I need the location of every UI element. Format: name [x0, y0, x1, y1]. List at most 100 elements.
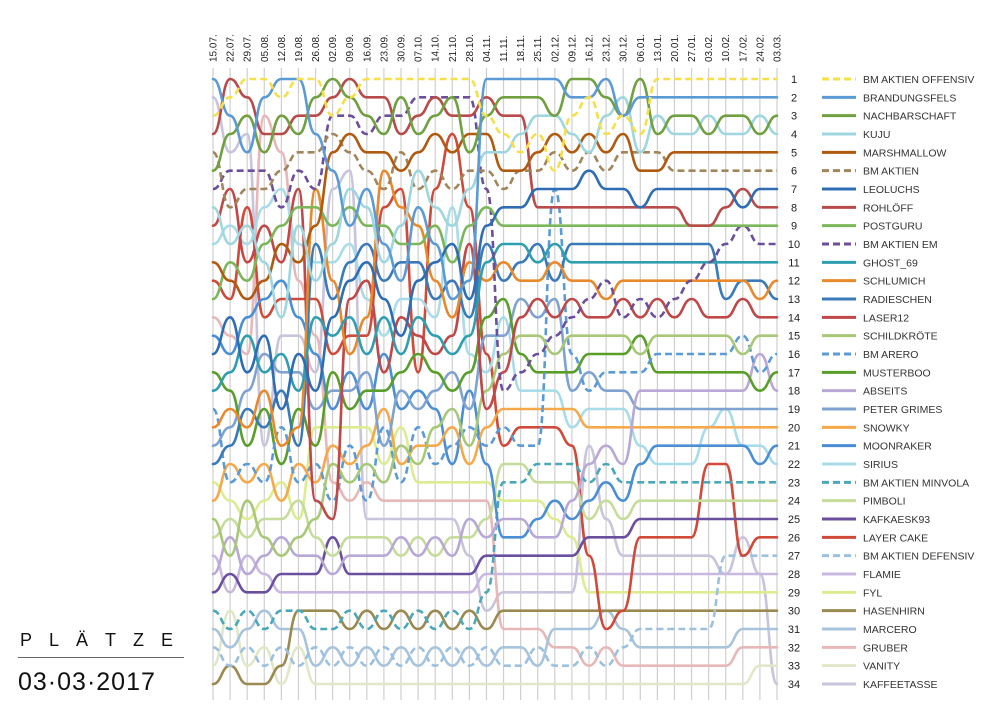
legend-label: ROHLÖFF [863, 202, 913, 214]
x-tick-label: 04.11. [482, 35, 493, 62]
series-line [211, 187, 778, 502]
chart-date: 03·03·2017 [18, 668, 156, 696]
x-tick-label: 03.03. [773, 34, 784, 62]
legend-label: POSTGURU [863, 221, 923, 233]
legend-label: RADIESCHEN [863, 294, 932, 306]
legend-label: GHOST_69 [863, 257, 918, 269]
legend-label: GRUBER [863, 642, 908, 654]
legend-label: SNOWKY [863, 422, 910, 434]
legend-label: LASER12 [863, 312, 909, 324]
x-tick-label: 02.12. [550, 34, 561, 62]
rank-label: 28 [788, 569, 800, 581]
rank-label: 6 [791, 166, 797, 178]
x-tick-label: 15.07. [209, 34, 220, 62]
legend-label: BM AKTIEN DEFENSIV [863, 551, 974, 563]
rank-label: 26 [788, 532, 800, 544]
x-tick-label: 30.09. [397, 34, 408, 62]
series-line [212, 554, 777, 667]
legend-label: NACHBARSCHAFT [863, 111, 957, 123]
rank-label: 23 [788, 477, 800, 489]
series-line [211, 169, 779, 411]
rank-label: 14 [788, 312, 800, 324]
title-block: PLÄTZE 03·03·2017 [18, 630, 186, 697]
series-line [211, 334, 779, 557]
legend-label: MUSTERBOO [863, 367, 931, 379]
series-line [211, 609, 779, 686]
rank-label: 10 [788, 239, 800, 251]
x-tick-label: 21.10. [448, 34, 459, 62]
legend-label: SCHLUMICH [863, 276, 925, 288]
x-tick-label: 16.09. [362, 34, 373, 62]
x-tick-label: 20.01. [670, 34, 681, 62]
rank-label: 2 [791, 92, 797, 104]
series-line [211, 96, 779, 319]
rank-label: 18 [788, 386, 800, 398]
date-tick-labels: 15.07. 22.07. 29.07. 05.08. 12.08. 19.08. 26.0… [209, 34, 784, 62]
rank-label: 27 [788, 551, 800, 563]
rank-label: 34 [788, 679, 800, 691]
series-line [211, 132, 779, 301]
x-tick-label: 18.11. [516, 35, 527, 62]
x-tick-label: 14.10. [431, 34, 442, 62]
legend-label: MARCERO [863, 624, 917, 636]
series-line [211, 77, 779, 301]
series-line [212, 462, 777, 631]
rank-label: 22 [788, 459, 800, 471]
rank-label: 16 [788, 349, 800, 361]
x-tick-label: 06.01. [636, 34, 647, 62]
rank-label: 7 [791, 184, 797, 196]
legend-label: VANITY [863, 661, 900, 673]
rank-label: 17 [788, 367, 800, 379]
legend-label: FYL [863, 587, 882, 599]
x-tick-label: 09.09. [345, 34, 356, 62]
legend-label: ABSEITS [863, 386, 907, 398]
rank-label: 30 [788, 606, 800, 618]
rank-label: 32 [788, 642, 800, 654]
rank-label: 15 [788, 331, 800, 343]
legend-label: MOONRAKER [863, 441, 932, 453]
x-tick-label: 13.01. [653, 34, 664, 62]
series-line [212, 77, 777, 172]
x-tick-label: 22.07. [226, 34, 237, 62]
series-line [211, 187, 779, 466]
series-line [211, 609, 779, 686]
rank-label: 33 [788, 661, 800, 673]
x-tick-label: 29.07. [243, 34, 254, 62]
title-divider [18, 657, 184, 658]
series-line [211, 407, 779, 502]
rank-label: 13 [788, 294, 800, 306]
rank-label: 25 [788, 514, 800, 526]
legend-label: BM AKTIEN OFFENSIV [863, 74, 974, 86]
series-line [212, 95, 777, 392]
series-line [211, 279, 779, 539]
rank-label: 12 [788, 276, 800, 288]
x-tick-label: 24.02. [755, 34, 766, 62]
x-tick-label: 12.08. [277, 34, 288, 62]
legend-label: LEOLUCHS [863, 184, 920, 196]
series-line [211, 554, 779, 594]
rank-label: 29 [788, 587, 800, 599]
rank-label: 4 [791, 129, 797, 141]
x-tick-label: 27.01. [687, 34, 698, 62]
legend-label: PETER GRIMES [863, 404, 942, 416]
series-line [211, 114, 779, 667]
x-tick-label: 19.08. [294, 34, 305, 62]
x-tick-label: 10.02. [721, 34, 732, 62]
x-tick-label: 28.10. [465, 34, 476, 62]
legend-label: KUJU [863, 129, 890, 141]
rank-label: 9 [791, 221, 797, 233]
legend-label: BM ARERO [863, 349, 918, 361]
rank-label: 19 [788, 404, 800, 416]
series-line [211, 609, 779, 667]
rank-labels: 1234567891011121314151617181920212223242… [788, 74, 800, 691]
x-tick-label: 30.12. [619, 34, 630, 62]
rank-label: 21 [788, 441, 800, 453]
rank-label: 3 [791, 111, 797, 123]
legend-label: KAFFEETASSE [863, 679, 938, 691]
legend-label: KAFKAESK93 [863, 514, 930, 526]
series-line [211, 96, 779, 686]
x-tick-label: 16.12. [585, 34, 596, 62]
x-tick-label: 23.12. [602, 34, 613, 62]
x-tick-label: 03.02. [704, 34, 715, 62]
